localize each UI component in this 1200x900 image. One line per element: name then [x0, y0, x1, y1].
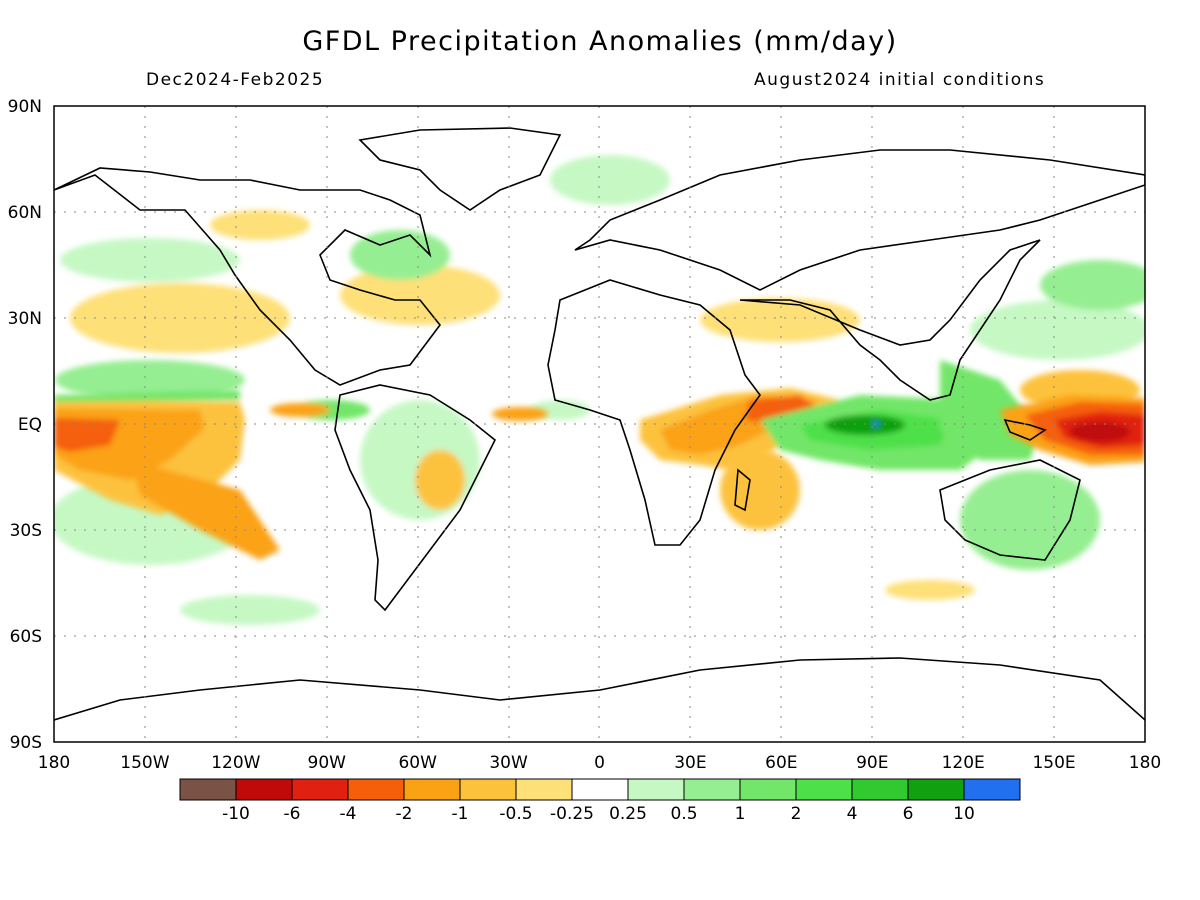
colorbar	[179, 778, 1021, 801]
colorbar-tick-label: 0.5	[670, 804, 697, 824]
colorbar-tick-label: -4	[340, 804, 357, 824]
lat-label: 60N	[8, 203, 42, 223]
season-label: Dec2024-Feb2025	[146, 70, 325, 90]
colorbar-swatch	[739, 778, 797, 801]
colorbar-tick-label: 1	[735, 804, 746, 824]
colorbar-tick-label: 10	[953, 804, 975, 824]
lon-label: 0	[594, 753, 605, 773]
longitude-labels: 180 150W 120W 90W 60W 30W 0 30E 60E 90E 120E 150E 18…	[38, 753, 1161, 773]
lon-label: 60W	[398, 753, 437, 773]
lon-label: 30E	[674, 753, 706, 773]
lon-label: 120W	[211, 753, 260, 773]
colorbar-swatch	[515, 778, 573, 801]
colorbar-tick-label: 4	[847, 804, 858, 824]
lat-label: 90N	[8, 97, 42, 117]
colorbar-tick-label: 6	[903, 804, 914, 824]
colorbar-swatch	[179, 778, 237, 801]
colorbar-swatch	[963, 778, 1021, 801]
colorbar-swatch	[795, 778, 853, 801]
lat-label: 90S	[10, 733, 42, 753]
lon-label: 90E	[856, 753, 888, 773]
lon-label: 180	[1129, 753, 1161, 773]
colorbar-swatch	[459, 778, 517, 801]
colorbar-swatch	[683, 778, 741, 801]
colorbar-tick-label: -10	[222, 804, 250, 824]
lat-label: 30S	[10, 521, 42, 541]
colorbar-swatch	[291, 778, 349, 801]
lon-label: 60E	[765, 753, 797, 773]
colorbar-tick-label: 2	[791, 804, 802, 824]
lat-label: EQ	[18, 415, 42, 435]
latitude-labels: 90N 60N 30N EQ 30S 60S 90S	[8, 97, 42, 753]
colorbar-tick-label: -1	[452, 804, 469, 824]
lat-label: 30N	[8, 309, 42, 329]
lon-label: 30W	[489, 753, 528, 773]
map-title: GFDL Precipitation Anomalies (mm/day)	[302, 26, 898, 57]
lon-label: 90W	[308, 753, 347, 773]
colorbar-swatch	[907, 778, 965, 801]
colorbar-tick-label: -6	[284, 804, 301, 824]
colorbar-swatch	[347, 778, 405, 801]
colorbar-swatch	[627, 778, 685, 801]
lon-label: 180	[38, 753, 70, 773]
colorbar-tick-label: -2	[396, 804, 413, 824]
colorbar-swatch	[235, 778, 293, 801]
lon-label: 150E	[1032, 753, 1075, 773]
colorbar-swatch	[403, 778, 461, 801]
map-frame	[53, 105, 1146, 743]
colorbar-tick-label: 0.25	[609, 804, 647, 824]
anomaly-field	[54, 155, 1145, 625]
lon-label: 150W	[120, 753, 169, 773]
lat-label: 60S	[10, 627, 42, 647]
initial-conditions-label: August2024 initial conditions	[754, 70, 1046, 90]
colorbar-tick-label: -0.5	[499, 804, 532, 824]
colorbar-swatch	[851, 778, 909, 801]
colorbar-tick-label: -0.25	[550, 804, 594, 824]
gridlines	[54, 106, 1145, 742]
colorbar-swatch	[571, 778, 629, 801]
lon-label: 120E	[942, 753, 985, 773]
colorbar-tick-labels: -10 -6 -4 -2 -1 -0.5 -0.25 0.25 0.5 1 2 4 6 10	[222, 804, 975, 824]
